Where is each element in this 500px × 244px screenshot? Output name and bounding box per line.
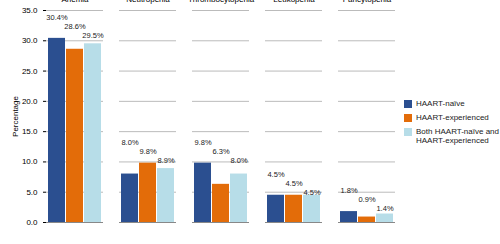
svg-text:0.9%: 0.9% xyxy=(358,195,375,204)
svg-text:Percentage: Percentage xyxy=(11,95,20,136)
svg-text:9.8%: 9.8% xyxy=(194,138,211,147)
svg-text:35.0: 35.0 xyxy=(22,6,38,15)
html-text:Both HAART-naïve and HAART-exp: Both HAART-naïve and HAART-experienced xyxy=(416,127,499,145)
svg-text:8.0%: 8.0% xyxy=(121,138,138,147)
svg-text:30.0: 30.0 xyxy=(22,36,38,45)
svg-text:25.0: 25.0 xyxy=(22,67,38,76)
svg-text:Leukopenia: Leukopenia xyxy=(273,0,315,4)
svg-text:6.3%: 6.3% xyxy=(212,147,229,156)
svg-text:4.5%: 4.5% xyxy=(303,188,320,197)
svg-text:28.6%: 28.6% xyxy=(64,22,86,31)
svg-text:20.0: 20.0 xyxy=(22,97,38,106)
svg-text:15.0: 15.0 xyxy=(22,127,38,136)
html-text:HAART-experienced: HAART-experienced xyxy=(416,113,489,122)
svg-text:5.0: 5.0 xyxy=(26,188,38,197)
svg-text:30.4%: 30.4% xyxy=(46,13,68,22)
svg-text:Pancytopenia: Pancytopenia xyxy=(343,0,392,4)
svg-text:Anemia: Anemia xyxy=(61,0,89,4)
svg-text:8.9%: 8.9% xyxy=(157,156,174,165)
svg-text:10.0: 10.0 xyxy=(22,157,38,166)
svg-text:Thrombocytopenia: Thrombocytopenia xyxy=(188,0,255,4)
svg-text:1.4%: 1.4% xyxy=(376,204,393,213)
svg-text:8.0%: 8.0% xyxy=(230,156,247,165)
svg-text:4.5%: 4.5% xyxy=(285,179,302,188)
svg-text:1.8%: 1.8% xyxy=(340,186,357,195)
svg-text:0.0: 0.0 xyxy=(26,218,38,227)
html-text:HAART-naïve: HAART-naïve xyxy=(416,99,465,108)
svg-text:4.5%: 4.5% xyxy=(267,170,284,179)
svg-text:9.8%: 9.8% xyxy=(139,147,156,156)
svg-text:29.5%: 29.5% xyxy=(82,31,104,40)
svg-text:Neutropenia: Neutropenia xyxy=(126,0,170,4)
